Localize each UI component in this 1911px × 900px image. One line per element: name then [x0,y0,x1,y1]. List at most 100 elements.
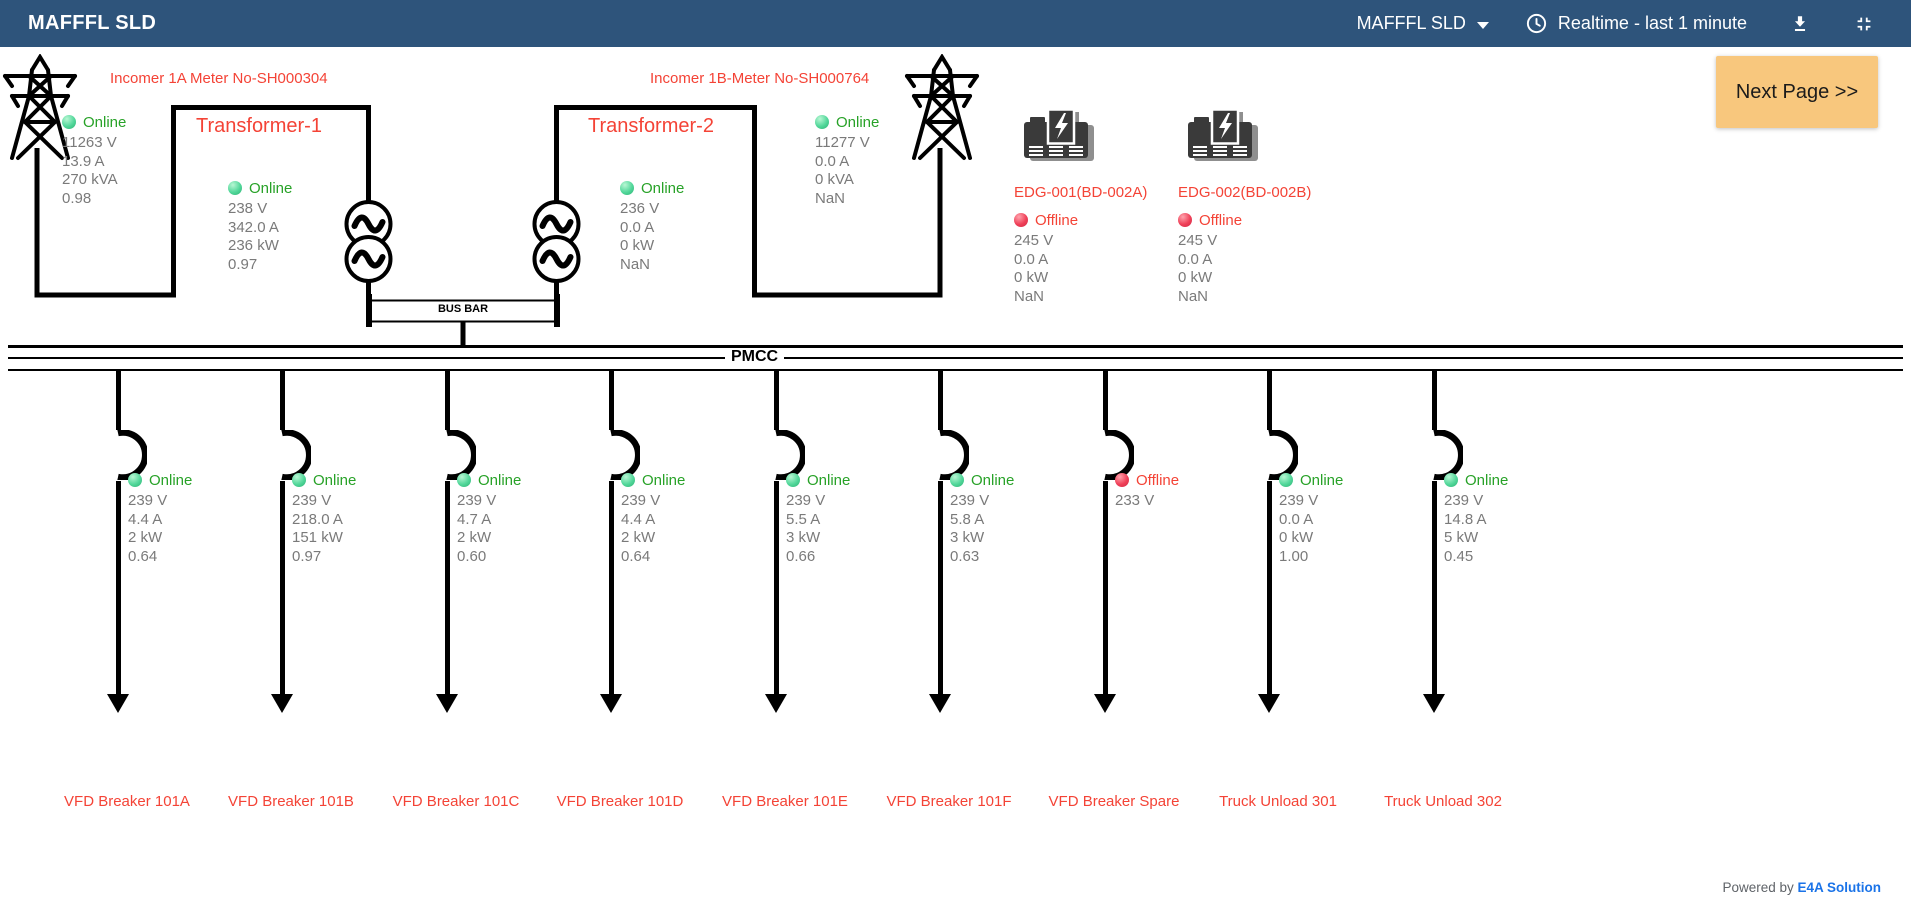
realtime-selector[interactable]: Realtime - last 1 minute [1525,12,1747,35]
status-dot [292,473,306,487]
arrow-down-icon [1094,694,1116,713]
generator-2-label[interactable]: EDG-002(BD-002B) [1178,184,1312,201]
feeder-wire [116,369,121,430]
generator-1-label[interactable]: EDG-001(BD-002A) [1014,184,1148,201]
status-text: Online [971,471,1015,489]
site-selector[interactable]: MAFFFL SLD [1357,13,1489,34]
brand-link[interactable]: E4A Solution [1797,880,1882,895]
feeder-value: 0.45 [1444,547,1474,565]
feeder-wire [116,481,121,697]
feeder-value: 0.60 [457,547,487,565]
feeder-value: 239 V [621,492,661,509]
feeder-label[interactable]: VFD Breaker Spare [1048,793,1180,810]
feeder-value: 3 kW [950,529,985,546]
feeder-label[interactable]: VFD Breaker 101C [392,793,520,810]
status-dot [621,473,635,487]
feeder-value: 2 kW [128,529,163,546]
status-text: Offline [1136,471,1180,489]
transformer-1-label[interactable]: Transformer-1 [196,115,322,137]
feeder-value: 2 kW [457,529,492,546]
status-dot [786,473,800,487]
feeder-value: 0 kW [1279,529,1314,546]
status-text: Online [249,179,293,197]
feeder-label[interactable]: Truck Unload 301 [1219,793,1337,810]
feeder-values: 233 V [1115,492,1179,511]
current-value: 0.0 A [815,152,850,170]
pf-value: 0.97 [228,255,258,273]
status-text: Offline [1035,211,1079,229]
compress-button[interactable] [1853,13,1875,35]
feeder-label[interactable]: VFD Breaker 101B [228,793,354,810]
incomer-1a-label[interactable]: Incomer 1A Meter No-SH000304 [110,70,328,87]
feeder-label[interactable]: VFD Breaker 101E [722,793,848,810]
busbar-label: BUS BAR [437,303,489,315]
transformer-1-icon [344,200,393,283]
power-value: 0 kW [1014,269,1049,286]
pf-value: 0.98 [62,189,92,207]
site-selector-label: MAFFFL SLD [1356,13,1466,33]
feeder-value: 239 V [128,492,168,509]
incomer-1b-stats: Online 11277 V 0.0 A 0 kVA NaN [815,112,879,208]
feeder-wire [609,369,614,430]
download-button[interactable] [1789,13,1811,35]
status-dot [620,181,634,195]
status-dot [1014,213,1028,227]
generator-icon [1024,108,1094,161]
feeder-label[interactable]: VFD Breaker 101D [556,793,684,810]
feeder-value: 239 V [1279,492,1319,509]
page-title: MAFFFL SLD [28,12,157,34]
arrow-down-icon [929,694,951,713]
download-icon [1794,15,1806,31]
app-header: MAFFFL SLD MAFFFL SLD Realtime - last 1 … [0,0,1911,47]
feeder-value: 0.64 [128,547,158,565]
transformer-1-stats: Online 238 V 342.0 A 236 kW 0.97 [228,178,292,274]
pf-value: NaN [815,189,846,207]
status-text: Online [641,179,685,197]
realtime-label: Realtime - last 1 minute [1557,13,1747,33]
feeder-value: 4.4 A [621,510,656,528]
generator-icon [1188,108,1258,161]
status-text: Online [1300,471,1344,489]
power-value: 0 kW [620,237,655,254]
feeder-wire [774,481,779,697]
feeder-wire [1432,369,1437,430]
feeder-value: 4.4 A [128,510,163,528]
feeder-wire [1103,369,1108,430]
status-text: Online [478,471,522,489]
current-value: 0.0 A [1014,250,1049,268]
feeder-wire [1267,369,1272,430]
compress-icon [1857,17,1871,30]
feeder-value: 151 kW [292,529,343,546]
powered-by-text: Powered by [1722,880,1794,895]
incomer-1b-label[interactable]: Incomer 1B-Meter No-SH000764 [650,70,870,87]
transmission-tower-icon [3,54,77,160]
feeder-label[interactable]: VFD Breaker 101F [886,793,1012,810]
feeder-label[interactable]: Truck Unload 302 [1384,793,1502,810]
status-text: Online [313,471,357,489]
feeder-label[interactable]: VFD Breaker 101A [64,793,190,810]
feeder-value: 0.66 [786,547,816,565]
status-text: Online [807,471,851,489]
next-page-button[interactable]: Next Page >> [1716,56,1878,128]
incomer-1a-stats: Online 11263 V 13.9 A 270 kVA 0.98 [62,112,126,208]
feeder-value: 239 V [457,492,497,509]
feeder-wire [609,481,614,697]
transformer-2-label[interactable]: Transformer-2 [588,115,714,137]
feeder-wire [280,369,285,430]
arrow-down-icon [765,694,787,713]
feeder-value: 4.7 A [457,510,492,528]
pf-value: NaN [1178,287,1209,305]
arrow-down-icon [600,694,622,713]
